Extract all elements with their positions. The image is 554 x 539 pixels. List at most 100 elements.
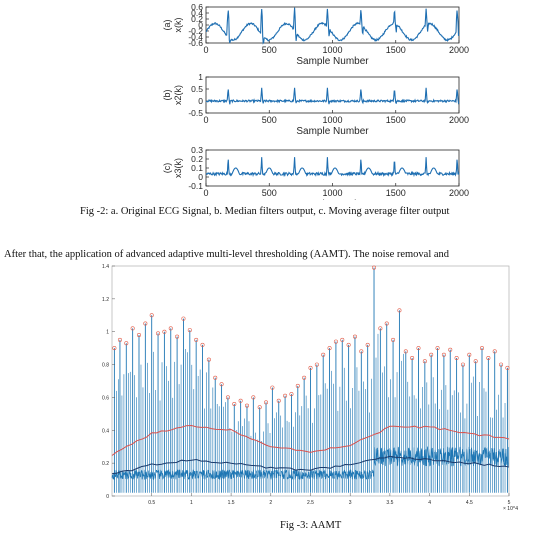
peak-marker (460, 362, 465, 367)
signal-trace (205, 87, 460, 105)
panel-frame (205, 76, 460, 114)
peak-marker (359, 349, 364, 354)
signal-spikes (113, 267, 508, 493)
y-tick-label: 0.4 (191, 8, 203, 18)
x-axis-label: Sample Number (296, 56, 369, 67)
peak-marker (480, 346, 485, 351)
peak-marker (181, 316, 186, 321)
y-tick-label: 0.4 (102, 428, 109, 434)
peak-marker (314, 362, 319, 367)
peak-marker (454, 356, 459, 361)
peak-marker (384, 321, 389, 326)
x-tick-label: 500 (262, 188, 277, 198)
peak-marker (143, 321, 148, 326)
x-tick-label: 3 (349, 500, 352, 506)
peak-marker (270, 385, 275, 390)
x-tick-label: 5 (508, 500, 511, 506)
panel-2: 0 500 1000 1500 2000-0.500.51x2(k)(b)Sample … (162, 72, 469, 137)
peak-marker (372, 265, 377, 270)
peak-marker (416, 346, 421, 351)
x-tick-label: 0 (203, 115, 208, 125)
peak-marker (112, 346, 117, 351)
y-axis-label: x(k) (173, 18, 183, 33)
peak-marker (206, 357, 211, 362)
x-tick-label: 2.5 (307, 500, 314, 506)
y-tick-label: 0.8 (102, 363, 109, 369)
x-tick-label: 1000 (322, 45, 342, 55)
y-tick-label: 0 (198, 172, 203, 182)
y-tick-label: 0 (198, 20, 203, 30)
y-tick-label: -0.1 (188, 181, 203, 191)
y-tick-label: 0.2 (191, 14, 203, 24)
peak-marker (283, 393, 288, 398)
peak-marker (162, 329, 167, 334)
x-tick-label: 0 (203, 188, 208, 198)
x-tick-label: 1 (190, 500, 193, 506)
x-tick-label: 1500 (386, 115, 406, 125)
peak-marker (340, 337, 345, 342)
y-tick-label: 1.4 (102, 264, 109, 270)
peak-marker (365, 342, 370, 347)
peak-marker (321, 352, 326, 357)
peak-marker (422, 359, 427, 364)
upper-threshold-line (111, 424, 510, 456)
body-paragraph-line: After that, the application of advanced … (4, 249, 450, 260)
x-exponent-label: × 10^4 (503, 506, 518, 512)
x-tick-label: 1000 (322, 188, 342, 198)
x-axis-label: Sample Number (296, 126, 369, 137)
panel-frame (205, 149, 460, 187)
peak-marker (130, 326, 135, 331)
peak-marker (156, 331, 161, 336)
peak-marker (492, 349, 497, 354)
signal-trace (206, 157, 460, 178)
y-tick-label: 1 (106, 330, 109, 336)
y-tick-label: -0.6 (188, 38, 203, 48)
peak-marker (308, 365, 313, 370)
peak-marker (327, 346, 332, 351)
y-tick-label: 0 (198, 96, 203, 106)
peak-marker (136, 333, 141, 338)
peak-marker (486, 356, 491, 361)
peak-marker (187, 328, 192, 333)
peak-marker (378, 326, 383, 331)
y-tick-label: -0.2 (188, 26, 203, 36)
peak-marker (346, 342, 351, 347)
panel-1: 0 500 1000 1500 2000-0.6-0.4-0.200.20.40.6x(… (162, 2, 469, 67)
peak-marker (168, 326, 173, 331)
peak-marker (238, 398, 243, 403)
x-tick-label: 2000 (449, 45, 469, 55)
y-tick-label: 0.3 (191, 145, 203, 155)
x-tick-label: 1.5 (228, 500, 235, 506)
peak-marker (499, 362, 504, 367)
peak-marker (200, 342, 205, 347)
y-tick-label: 0.5 (191, 84, 203, 94)
x-tick-label: 2 (269, 500, 272, 506)
peak-marker (149, 313, 154, 318)
peak-marker (175, 334, 180, 339)
y-tick-label: 0 (106, 494, 109, 500)
x-tick-label: 0.5 (148, 500, 155, 506)
y-axis-label: x2(k) (173, 85, 183, 105)
peak-marker (441, 352, 446, 357)
x-tick-label: 3.5 (386, 500, 393, 506)
peak-marker (251, 395, 256, 400)
peak-marker (448, 347, 453, 352)
peak-marker (403, 349, 408, 354)
peak-marker (397, 308, 402, 313)
panel-3: 0500100015002000-0.100.10.20.3x3(k)(c)Sa… (162, 145, 469, 200)
x-tick-label: 4.5 (466, 500, 473, 506)
y-tick-label: 0.6 (191, 2, 203, 12)
panel-label: (b) (162, 89, 172, 100)
lower-threshold-line (111, 455, 510, 475)
peak-marker (225, 395, 230, 400)
peak-marker (124, 341, 129, 346)
y-tick-label: 1 (198, 72, 203, 82)
peak-marker (435, 346, 440, 351)
x-tick-label: 2000 (449, 115, 469, 125)
peak-marker (505, 365, 510, 370)
peak-marker (391, 337, 396, 342)
peak-marker (194, 337, 199, 342)
peak-marker (117, 337, 122, 342)
panel-label: (a) (162, 19, 172, 30)
x-tick-label: 0 (203, 45, 208, 55)
